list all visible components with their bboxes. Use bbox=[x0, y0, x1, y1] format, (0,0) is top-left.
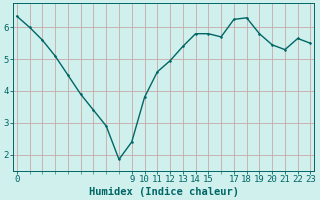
X-axis label: Humidex (Indice chaleur): Humidex (Indice chaleur) bbox=[89, 186, 239, 197]
